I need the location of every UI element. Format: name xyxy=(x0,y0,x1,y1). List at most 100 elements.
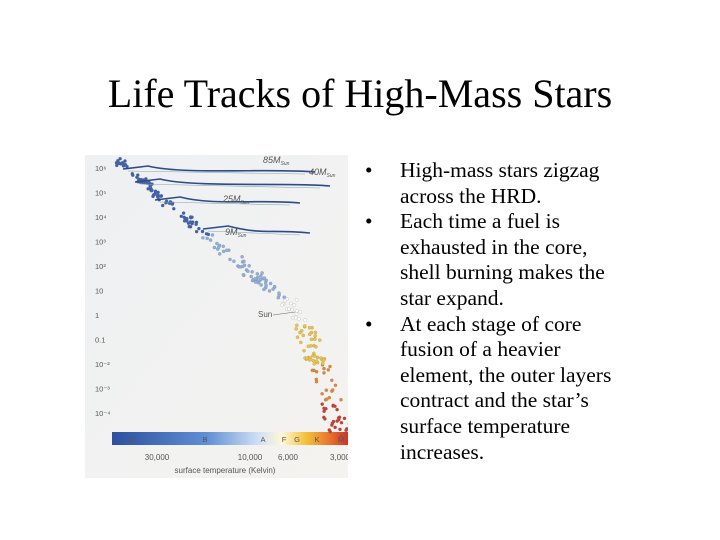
star-dot xyxy=(253,276,258,281)
star-dot xyxy=(221,244,225,249)
star-dot xyxy=(322,415,326,419)
track-sub: Sun xyxy=(241,200,250,206)
star-dot xyxy=(289,301,293,306)
track-sub: Sun xyxy=(327,173,336,179)
star-dot xyxy=(324,388,328,392)
star-dot xyxy=(241,273,245,277)
star-dot xyxy=(342,416,347,421)
star-dot xyxy=(246,269,250,273)
star-dot xyxy=(242,259,246,264)
figure-background xyxy=(85,155,348,478)
star-dot xyxy=(156,190,160,195)
hr-diagram: 85MSun40MSun25MSun9MSunSun10⁶10⁵10⁴10³10… xyxy=(85,155,348,478)
bullet-line: At each stage of core xyxy=(400,311,582,336)
star-dot xyxy=(204,232,209,236)
star-dot xyxy=(328,364,332,369)
star-dot xyxy=(309,344,313,348)
star-dot xyxy=(324,406,328,411)
star-dot xyxy=(330,378,334,382)
star-dot xyxy=(326,368,330,372)
star-dot xyxy=(298,310,303,314)
star-dot xyxy=(238,265,243,269)
x-tick-label: 30,000 xyxy=(145,453,170,462)
track-label: 25MSun xyxy=(222,194,250,206)
spectral-class: M xyxy=(338,435,344,444)
star-dot xyxy=(179,214,184,219)
star-dot xyxy=(186,221,191,226)
star-dot xyxy=(333,425,337,430)
bullet-line: star expand. xyxy=(400,285,504,310)
star-dot xyxy=(277,291,281,295)
y-tick-label: 10 xyxy=(95,287,103,296)
star-dot xyxy=(298,330,302,335)
track-line xyxy=(127,170,306,175)
spectral-class: F xyxy=(282,435,287,444)
star-dot xyxy=(318,338,322,342)
track-line xyxy=(139,183,321,189)
spectral-bar xyxy=(112,432,348,445)
bullet: • Each time a fuel is exhausted in the cor… xyxy=(365,209,611,311)
star-dot xyxy=(172,207,176,211)
star-dot xyxy=(314,379,319,384)
star-dot xyxy=(156,195,160,199)
star-dot xyxy=(232,259,236,263)
star-dot xyxy=(262,276,267,280)
star-dot xyxy=(188,225,193,229)
star-dot xyxy=(307,332,312,337)
star-dot xyxy=(228,257,232,262)
star-dot xyxy=(303,318,307,322)
y-tick-label: 10³ xyxy=(95,238,106,247)
track-line xyxy=(159,201,291,206)
bullet: • At each stage of core fusion of a heavie… xyxy=(365,312,611,466)
star-dot xyxy=(294,327,298,331)
star-dot xyxy=(305,356,309,360)
y-tick-label: 10⁻⁴ xyxy=(95,409,111,418)
star-dot xyxy=(345,427,348,431)
star-dot xyxy=(295,309,299,313)
y-tick-label: 1 xyxy=(95,311,99,320)
track-line xyxy=(154,196,301,204)
star-dot xyxy=(322,409,326,413)
star-dot xyxy=(327,428,331,432)
star-dot xyxy=(315,355,320,360)
star-dot xyxy=(264,278,268,283)
track-line xyxy=(122,165,316,173)
star-dot xyxy=(338,427,342,432)
track-line xyxy=(202,225,311,234)
bullet-marker: • xyxy=(365,209,373,234)
star-dot xyxy=(280,303,284,307)
star-dot xyxy=(313,334,317,338)
star-dot xyxy=(258,277,263,282)
x-axis-label: surface temperature (Kelvin) xyxy=(175,466,276,475)
star-dot xyxy=(153,191,157,196)
star-dot xyxy=(190,220,195,224)
star-dot xyxy=(294,315,298,320)
star-dot xyxy=(307,325,312,330)
star-dot xyxy=(212,245,217,250)
track-line xyxy=(207,230,301,236)
star-dot xyxy=(295,323,299,327)
spectral-class: B xyxy=(202,435,207,444)
bullet-line: exhausted in the core, xyxy=(400,234,588,259)
spectral-class: A xyxy=(260,435,265,444)
star-dot xyxy=(264,283,268,288)
star-dot xyxy=(294,312,299,316)
bullet-line: increases. xyxy=(400,439,485,464)
y-tick-label: 10² xyxy=(95,262,106,271)
star-dot xyxy=(197,226,201,231)
star-dot xyxy=(240,255,244,259)
star-dot xyxy=(311,358,315,363)
star-dot xyxy=(295,335,300,339)
star-dot xyxy=(339,434,343,438)
star-dot xyxy=(210,233,215,237)
star-dot xyxy=(283,298,287,303)
star-dot xyxy=(320,392,324,396)
star-dot xyxy=(322,366,326,371)
star-dot xyxy=(217,252,222,256)
star-dot xyxy=(249,274,253,279)
y-tick-label: 10⁻² xyxy=(95,360,110,369)
star-dot xyxy=(272,284,277,289)
bullet-marker: • xyxy=(365,158,373,182)
bullet-list: • High-mass stars zigzag across the HRD. • E… xyxy=(365,158,611,465)
star-dot xyxy=(339,397,343,402)
